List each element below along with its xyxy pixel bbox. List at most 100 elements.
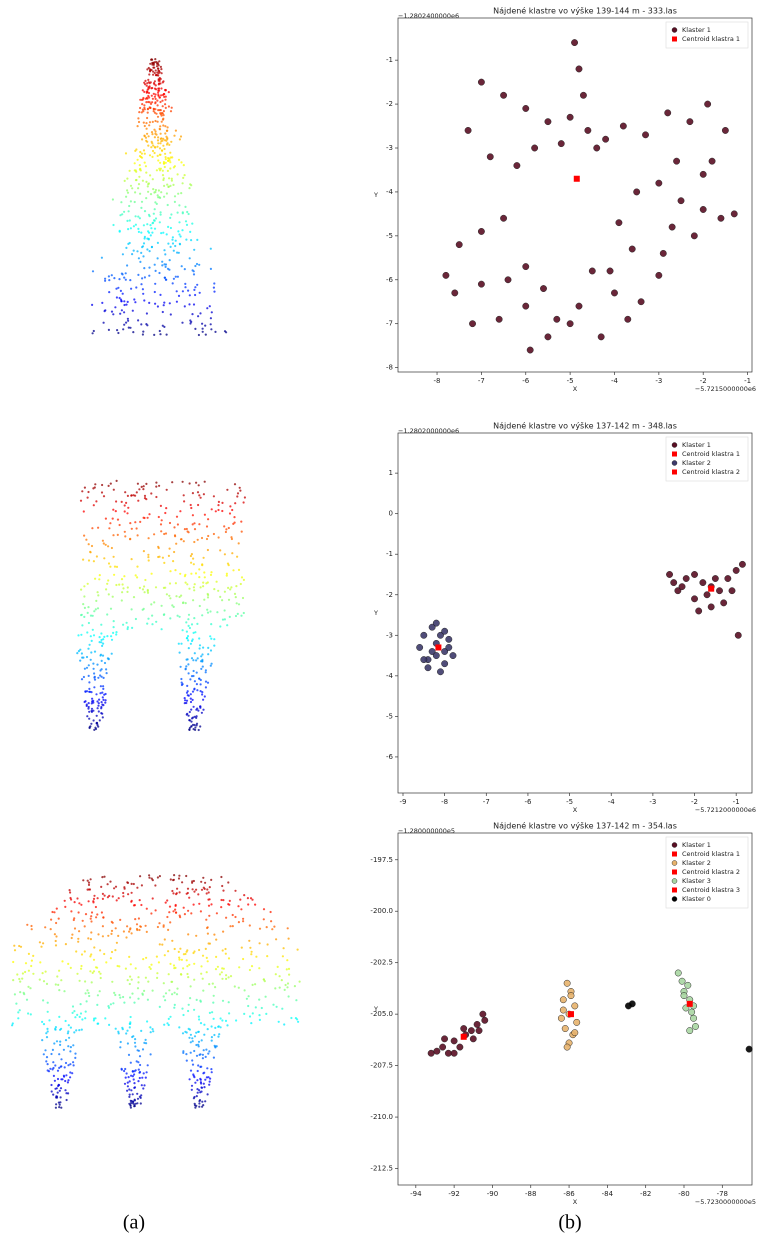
cloud-point bbox=[164, 98, 167, 101]
point bbox=[615, 219, 623, 227]
point bbox=[444, 1049, 452, 1057]
point bbox=[655, 271, 663, 279]
cloud-point bbox=[186, 658, 189, 661]
cloud-point bbox=[165, 507, 168, 510]
cloud-point bbox=[88, 643, 91, 646]
cloud-point bbox=[93, 672, 96, 675]
cloud-point bbox=[129, 522, 132, 525]
cloud-point bbox=[155, 495, 158, 499]
cloud-point bbox=[141, 588, 145, 591]
cloud-point bbox=[125, 303, 128, 306]
y-tick-label: -202.5 bbox=[370, 959, 393, 967]
cloud-point bbox=[196, 1088, 199, 1091]
cloud-point bbox=[182, 1050, 185, 1053]
cloud-point bbox=[156, 972, 159, 975]
point bbox=[557, 1014, 565, 1022]
cloud-point bbox=[169, 1015, 172, 1018]
cloud-point bbox=[126, 925, 129, 928]
cloud-point bbox=[206, 681, 210, 684]
cloud-point bbox=[189, 700, 193, 704]
cloud-point bbox=[114, 510, 117, 513]
legend-label: Klaster 1 bbox=[682, 841, 711, 849]
cloud-point bbox=[127, 1076, 130, 1079]
cloud-point bbox=[242, 920, 245, 923]
cloud-point bbox=[222, 899, 225, 902]
cloud-point bbox=[111, 895, 114, 898]
cloud-point bbox=[239, 898, 242, 901]
legend-marker bbox=[671, 442, 678, 448]
cloud-point bbox=[197, 503, 200, 507]
x-axis-label: X bbox=[573, 385, 578, 393]
legend-marker bbox=[672, 851, 677, 857]
cloud-point bbox=[156, 120, 159, 123]
cloud-point bbox=[169, 962, 172, 966]
cloud-point bbox=[177, 192, 180, 195]
cloud-point bbox=[185, 527, 188, 531]
cloud-point bbox=[254, 903, 257, 906]
cloud-point bbox=[105, 961, 108, 964]
cloud-point bbox=[206, 1067, 209, 1070]
cloud-point bbox=[142, 958, 145, 961]
cloud-point bbox=[53, 1042, 56, 1045]
cloud-point bbox=[110, 950, 114, 954]
cloud-point bbox=[89, 955, 92, 958]
cloud-point bbox=[162, 137, 165, 140]
cloud-point bbox=[202, 876, 205, 879]
cloud-point bbox=[180, 973, 183, 976]
point bbox=[553, 315, 561, 323]
cloud-point bbox=[155, 481, 158, 484]
cloud-point bbox=[90, 920, 93, 923]
cloud-point bbox=[92, 897, 96, 901]
cloud-point bbox=[217, 508, 220, 512]
x-tick-label: -2 bbox=[700, 377, 707, 385]
cloud-point bbox=[203, 576, 206, 579]
cloud-point bbox=[187, 909, 190, 912]
cloud-point bbox=[152, 73, 155, 76]
cloud-point bbox=[209, 1077, 212, 1080]
cloud-point bbox=[204, 324, 207, 327]
x-tick-label: -7 bbox=[483, 798, 490, 806]
cloud-point bbox=[175, 515, 179, 518]
cloud-point bbox=[174, 911, 178, 914]
cloud-point bbox=[163, 325, 166, 328]
cloud-point bbox=[107, 545, 110, 548]
cloud-point bbox=[192, 903, 195, 906]
cloud-point bbox=[68, 889, 71, 892]
legend-label: Klaster 1 bbox=[682, 441, 711, 449]
cloud-point bbox=[49, 1067, 52, 1070]
cloud-point bbox=[191, 881, 194, 884]
cloud-point bbox=[181, 1032, 185, 1035]
cloud-point bbox=[210, 903, 213, 906]
cloud-point bbox=[93, 894, 96, 897]
y-tick-label: -6 bbox=[386, 753, 394, 761]
point bbox=[481, 1016, 489, 1024]
cloud-point bbox=[132, 596, 136, 599]
cloud-point bbox=[258, 998, 261, 1001]
cloud-point bbox=[188, 294, 191, 297]
cloud-point bbox=[171, 238, 174, 241]
cloud-point bbox=[143, 124, 146, 128]
cloud-point bbox=[194, 286, 197, 289]
cloud-point bbox=[130, 1089, 133, 1092]
cloud-point bbox=[116, 518, 120, 521]
cloud-point bbox=[205, 525, 209, 528]
x-tick-label: -1 bbox=[744, 377, 751, 385]
cloud-point bbox=[212, 286, 215, 289]
cloud-point bbox=[97, 933, 100, 936]
point bbox=[450, 1037, 458, 1045]
x-tick-label: -92 bbox=[448, 1190, 459, 1198]
cloud-point bbox=[130, 558, 133, 561]
cloud-point bbox=[136, 928, 139, 932]
cloud-point bbox=[143, 299, 146, 302]
x-tick-label: -8 bbox=[441, 798, 448, 806]
cloud-point bbox=[185, 621, 188, 624]
cloud-point bbox=[122, 328, 125, 331]
cloud-point bbox=[64, 943, 67, 946]
cloud-point bbox=[149, 81, 152, 84]
cloud-point bbox=[97, 676, 100, 679]
cloud-point bbox=[193, 715, 196, 718]
cloud-point bbox=[163, 276, 166, 279]
cloud-point bbox=[124, 272, 127, 275]
legend-marker bbox=[671, 842, 678, 848]
cloud-point bbox=[129, 1015, 132, 1019]
